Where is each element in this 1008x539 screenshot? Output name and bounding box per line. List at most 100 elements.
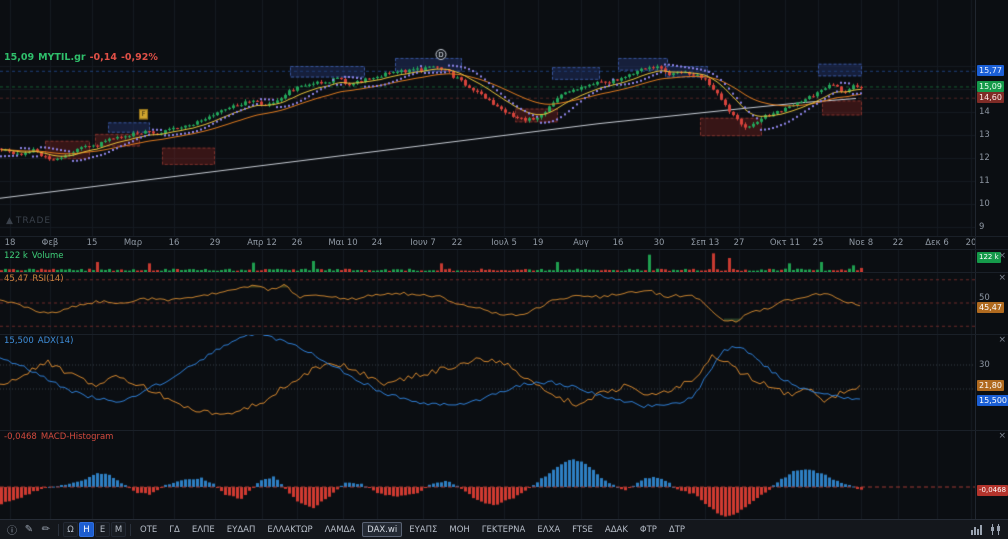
- volume-axis-badge: 122 k: [977, 252, 1001, 263]
- adx-value: 15,500: [4, 336, 34, 346]
- date-axis-label: 24: [371, 238, 383, 248]
- volume-name: Volume: [31, 251, 64, 261]
- price-chart-canvas[interactable]: [0, 0, 975, 236]
- macd-canvas[interactable]: [0, 430, 975, 519]
- ticker-button-ΓΔ[interactable]: ΓΔ: [169, 524, 180, 535]
- price-axis-badge-level-low: 14,60: [977, 92, 1004, 104]
- ticker-button-ΔΤΡ[interactable]: ΔΤΡ: [668, 524, 686, 535]
- rsi-name: RSI(14): [32, 274, 64, 284]
- adx-axis-badge-di-value: 21,80: [977, 379, 1004, 391]
- date-axis-label: 16: [168, 238, 180, 248]
- adx-canvas[interactable]: [0, 334, 975, 430]
- panel-separator: [0, 430, 1008, 431]
- date-axis-label: Μαρ: [123, 238, 143, 248]
- volume-histogram-icon[interactable]: [969, 522, 985, 537]
- pencil-icon[interactable]: ✎: [24, 524, 34, 535]
- volume-panel: 122 k Volume 122 k ×: [0, 250, 1008, 272]
- date-axis-label: 25: [812, 238, 824, 248]
- date-axis-label: Δεκ 6: [925, 238, 949, 248]
- date-axis-label: Σεπ 13: [690, 238, 720, 248]
- date-axis-label: Νοε 8: [848, 238, 874, 248]
- ticker-button-ΕΛΧΑ[interactable]: ΕΛΧΑ: [537, 524, 561, 535]
- date-axis-label: Μαι 10: [328, 238, 358, 248]
- ticker-button-ΕΥΔΑΠ[interactable]: ΕΥΔΑΠ: [226, 524, 256, 535]
- ticker-button-ΕΛΛΑΚΤΩΡ[interactable]: ΕΛΛΑΚΤΩΡ: [267, 524, 313, 535]
- date-axis-label: Φεβ: [41, 238, 59, 248]
- toolbar-draw-tools: ⓘ ✎ ✏: [4, 522, 54, 537]
- timeframe-button-Ω[interactable]: Ω: [63, 522, 78, 537]
- price-change-pct: -0,92%: [120, 52, 158, 63]
- rsi-axis-badge: 45,47: [977, 301, 1004, 313]
- rsi-value: 45,47: [4, 274, 29, 284]
- date-axis-label: 15: [86, 238, 98, 248]
- macd-axis[interactable]: -0,0468 ×: [975, 430, 1008, 519]
- last-price-text: 15,09: [4, 52, 35, 63]
- macd-name: MACD-Histogram: [40, 432, 114, 442]
- panel-separator: [0, 334, 1008, 335]
- toolbar-separator: [130, 523, 131, 536]
- volume-axis[interactable]: 122 k ×: [975, 250, 1008, 272]
- close-adx-panel-button[interactable]: ×: [998, 335, 1006, 345]
- date-axis-label: Απρ 12: [247, 238, 277, 248]
- toolbar-separator: [58, 523, 59, 536]
- date-axis-label: 22: [451, 238, 463, 248]
- rsi-axis[interactable]: 50 45,47 ×: [975, 272, 1008, 334]
- ticker-button-ΓΕΚΤΕΡΝΑ[interactable]: ΓΕΚΤΕΡΝΑ: [481, 524, 526, 535]
- date-axis-label: Ιουν 7: [410, 238, 436, 248]
- ticker-button-ΟΤΕ[interactable]: ΟΤΕ: [140, 524, 158, 535]
- ticker-shortcuts: ΟΤΕ ΓΔ ΕΛΠΕ ΕΥΔΑΠ ΕΛΛΑΚΤΩΡ ΛΑΜΔΑ DAX.wi ΕΥΑΠΣ ΜΟ…: [135, 522, 690, 537]
- ticker-button-ΜΟΗ[interactable]: ΜΟΗ: [449, 524, 470, 535]
- volume-label: 122 k Volume: [4, 251, 63, 261]
- timeframe-button-Μ[interactable]: Μ: [111, 522, 126, 537]
- date-axis-label: 27: [733, 238, 745, 248]
- candlestick-chart-icon[interactable]: [988, 522, 1004, 537]
- ticker-button-ΑΔΑΚ[interactable]: ΑΔΑΚ: [604, 524, 628, 535]
- ticker-button-DAX.wi[interactable]: DAX.wi: [362, 522, 403, 537]
- close-macd-panel-button[interactable]: ×: [998, 431, 1006, 441]
- date-axis-label: 22: [892, 238, 904, 248]
- close-rsi-panel-button[interactable]: ×: [998, 273, 1006, 283]
- platform-watermark: ▲ TRADE: [6, 216, 51, 226]
- macd-value: -0,0468: [4, 432, 37, 442]
- macd-panel: -0,0468 MACD-Histogram -0,0468 ×: [0, 430, 1008, 519]
- rsi-panel: 45,47 RSI(14) 50 45,47 ×: [0, 272, 1008, 334]
- date-axis-label: 20: [965, 238, 977, 248]
- date-axis-label: Ιουλ 5: [491, 238, 517, 248]
- date-axis[interactable]: 18 Φεβ 15 Μαρ 16 29 Απρ 12 26 Μαι 10 24 Ιουν 7 22 Ιο…: [0, 236, 1008, 250]
- marker-icon[interactable]: ✏: [41, 524, 51, 535]
- panel-separator: [0, 272, 1008, 273]
- timeframe-button-Ε[interactable]: Ε: [95, 522, 110, 537]
- ticker-button-ΕΥΑΠΣ[interactable]: ΕΥΑΠΣ: [409, 524, 438, 535]
- date-axis-label: 16: [612, 238, 624, 248]
- rsi-canvas[interactable]: [0, 272, 975, 334]
- timeframe-button-Η[interactable]: Η: [79, 522, 94, 537]
- toolbar-right-icons: [969, 522, 1004, 537]
- price-axis-tick: 11: [979, 176, 990, 186]
- volume-value: 122 k: [4, 251, 28, 261]
- info-icon[interactable]: ⓘ: [7, 526, 17, 537]
- ticker-button-ΛΑΜΔΑ[interactable]: ΛΑΜΔΑ: [324, 524, 356, 535]
- price-axis[interactable]: 14 13 12 11 10 9 15,77 15,09 14,60: [975, 0, 1008, 236]
- close-volume-panel-button[interactable]: ×: [998, 251, 1006, 261]
- price-axis-tick: 10: [979, 199, 990, 209]
- panel-separator: [0, 249, 1008, 250]
- rsi-axis-tick: 50: [979, 293, 990, 303]
- price-axis-badge-level-high: 15,77: [977, 65, 1004, 77]
- macd-axis-badge: -0,0468: [977, 484, 1008, 496]
- date-axis-label: 19: [532, 238, 544, 248]
- date-labels-row[interactable]: 18 Φεβ 15 Μαρ 16 29 Απρ 12 26 Μαι 10 24 Ιουν 7 22 Ιο…: [0, 236, 977, 250]
- macd-label: -0,0468 MACD-Histogram: [4, 432, 113, 442]
- adx-label: 15,500 ADX(14): [4, 336, 73, 346]
- ticker-button-FTSE[interactable]: FTSE: [572, 524, 593, 535]
- date-axis-label: 29: [209, 238, 221, 248]
- price-axis-badge-last-price: 15,09: [977, 80, 1004, 92]
- volume-canvas[interactable]: [0, 250, 975, 272]
- watermark-text: TRADE: [15, 216, 52, 226]
- ticker-button-ΕΛΠΕ[interactable]: ΕΛΠΕ: [191, 524, 215, 535]
- ticker-button-ΦΤΡ[interactable]: ΦΤΡ: [639, 524, 657, 535]
